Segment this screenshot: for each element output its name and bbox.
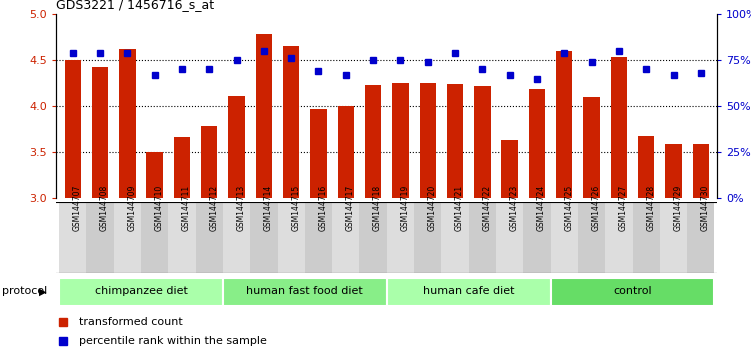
Text: GSM144714: GSM144714 [264,184,273,230]
Text: GSM144716: GSM144716 [318,184,327,230]
Text: GSM144711: GSM144711 [182,184,191,230]
Bar [638,136,654,198]
Text: GSM144719: GSM144719 [400,184,409,230]
Text: GSM144709: GSM144709 [128,184,137,231]
Bar [228,96,245,198]
Text: GSM144723: GSM144723 [510,184,519,230]
Text: GSM144729: GSM144729 [674,184,683,230]
Bar [474,86,490,198]
Bar [578,202,605,273]
Text: GSM144707: GSM144707 [73,184,82,231]
Bar [529,89,545,198]
Bar [278,202,305,273]
Text: transformed count: transformed count [80,318,183,327]
Bar [605,202,632,273]
Bar [250,202,278,273]
Text: human fast food diet: human fast food diet [246,286,363,296]
Text: GSM144725: GSM144725 [564,184,573,230]
Text: GSM144727: GSM144727 [619,184,628,230]
Text: percentile rank within the sample: percentile rank within the sample [80,336,267,346]
Text: GSM144713: GSM144713 [237,184,246,230]
Text: human cafe diet: human cafe diet [423,286,514,296]
Text: chimpanzee diet: chimpanzee diet [95,286,188,296]
Bar [86,202,113,273]
Bar [59,278,223,306]
Bar [223,202,250,273]
Text: GSM144712: GSM144712 [210,184,219,230]
Text: GSM144724: GSM144724 [537,184,546,230]
Bar [201,126,218,198]
Text: GSM144708: GSM144708 [100,184,109,230]
Bar [146,152,163,198]
Bar [502,140,518,198]
Bar [360,202,387,273]
Text: GDS3221 / 1456716_s_at: GDS3221 / 1456716_s_at [56,0,215,11]
Text: GSM144717: GSM144717 [345,184,354,230]
Bar [584,97,600,198]
Bar [305,202,332,273]
Bar [365,85,382,198]
Bar [387,202,414,273]
Bar [141,202,168,273]
Bar [59,202,86,273]
Bar [665,144,682,198]
Text: control: control [614,286,652,296]
Bar [660,202,687,273]
Text: GSM144710: GSM144710 [155,184,164,230]
Bar [65,60,81,198]
Bar [338,106,354,198]
Bar [92,67,108,198]
Text: GSM144728: GSM144728 [646,184,655,230]
Bar [255,34,272,198]
Bar [414,202,442,273]
Bar [556,51,572,198]
Text: GSM144720: GSM144720 [428,184,437,230]
Text: ▶: ▶ [39,286,47,296]
Bar [332,202,360,273]
Bar [632,202,660,273]
Text: GSM144730: GSM144730 [701,184,710,231]
Bar [195,202,223,273]
Bar [173,137,190,198]
Bar [442,202,469,273]
Bar [550,202,578,273]
Bar [550,278,714,306]
Bar [283,46,300,198]
Text: protocol: protocol [2,286,47,296]
Bar [392,83,409,198]
Bar [687,202,714,273]
Bar [168,202,195,273]
Bar [387,278,550,306]
Bar [692,144,709,198]
Bar [113,202,141,273]
Text: GSM144722: GSM144722 [482,184,491,230]
Bar [523,202,550,273]
Bar [496,202,523,273]
Bar [420,83,436,198]
Text: GSM144726: GSM144726 [592,184,601,230]
Bar [611,57,627,198]
Bar [310,109,327,198]
Bar [447,84,463,198]
Bar [223,278,387,306]
Text: GSM144715: GSM144715 [291,184,300,230]
Bar [119,49,135,198]
Bar [469,202,496,273]
Text: GSM144718: GSM144718 [373,184,382,230]
Text: GSM144721: GSM144721 [455,184,464,230]
